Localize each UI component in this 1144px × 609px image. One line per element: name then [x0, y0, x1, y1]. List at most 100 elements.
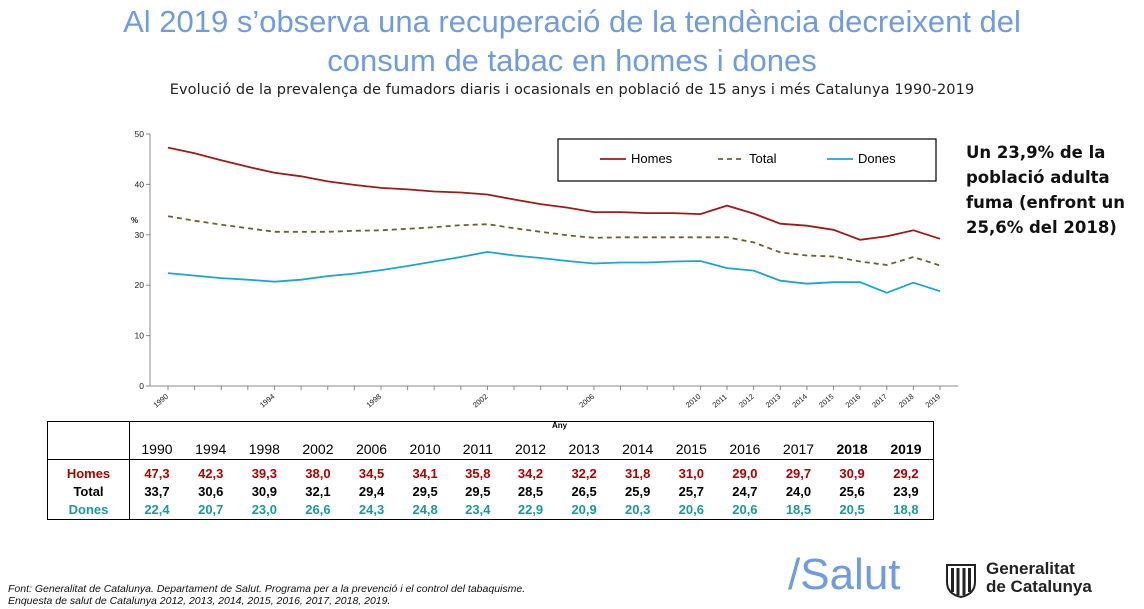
y-axis-label: %: [131, 216, 138, 225]
table-value-cell: 22,9: [517, 502, 544, 518]
x-tick-label: 2016: [844, 392, 863, 410]
table-value-cell: 29,4: [358, 484, 385, 500]
table-value-cell: 29,5: [412, 484, 438, 500]
table-value-cell: 47,3: [144, 465, 170, 481]
source-line-2: Enquesta de salut de Catalunya 2012, 201…: [8, 595, 391, 607]
table-year-cell: 1994: [183, 421, 238, 460]
table-value-cell: 24,0: [785, 484, 812, 500]
table-value-cell: 18,5: [785, 502, 812, 518]
table-row-label: Total: [47, 482, 130, 501]
x-tick-label: 2014: [790, 392, 809, 410]
table-value-cell: 30,6: [198, 484, 224, 500]
generalitat-emblem-icon: [946, 564, 976, 598]
table-value-cell: 34,5: [358, 465, 385, 481]
table-value-cell: 42,3: [198, 465, 224, 481]
table-value-cell: 25,6: [839, 484, 865, 500]
table-value-cell: 29,2: [893, 465, 919, 481]
chart-subtitle: Evolució de la prevalença de fumadors di…: [169, 82, 975, 98]
table-corner-cell: [47, 421, 130, 460]
x-tick-label: 2013: [764, 392, 783, 410]
table-value-cell: 24,3: [358, 502, 385, 518]
table-header-row: 1990 1994 1998 2002 2006 2010 2011 2012 2013 2014…: [47, 421, 934, 460]
table-value-cell: 32,1: [305, 484, 331, 500]
table-value-cell: 39,3: [251, 465, 277, 481]
table-value-cell: 20,6: [678, 502, 704, 518]
source-line-1: Font: Generalitat de Catalunya. Departam…: [8, 583, 526, 595]
table-value-cell: 24,8: [412, 502, 438, 518]
source-note: Font: Generalitat de Catalunya. Departam…: [8, 583, 525, 607]
x-tick-label: 2002: [471, 392, 490, 410]
table-year-cell: 2017: [771, 421, 826, 460]
table-year-cell: 2018: [825, 421, 879, 460]
x-tick-label: 2017: [870, 392, 889, 410]
x-tick-label: 2018: [897, 392, 916, 410]
generalitat-logo: Generalitat de Catalunya: [944, 560, 1124, 600]
legend-label-homes: Homes: [631, 151, 673, 166]
table-year-cell: 2016: [718, 421, 772, 460]
table-year-cell: 2014: [610, 421, 665, 460]
table-row: Total 33,7 30,6 30,9 32,1 29,4 29,5 29,5 28,5 26,…: [47, 482, 934, 501]
table-value-cell: 20,6: [732, 502, 758, 518]
table-value-cell: 24,7: [732, 484, 758, 500]
series-line-dones: [167, 250, 941, 294]
table-value-cell: 30,9: [251, 484, 277, 500]
table-year-cell: 2011: [451, 421, 504, 460]
table-year-cell: 2019: [878, 421, 934, 460]
y-tick-label: 30: [135, 230, 145, 240]
x-tick-label: 1998: [364, 392, 383, 410]
series-line-total: [167, 215, 941, 267]
table-year-cell: 2013: [557, 421, 611, 460]
legend-box: [557, 138, 937, 182]
series-line-homes: [167, 146, 941, 241]
table-value-cell: 25,7: [678, 484, 704, 500]
table-year-cell: 2012: [503, 421, 558, 460]
legend-label-total: Total: [749, 151, 777, 166]
table-value-cell: 22,4: [144, 502, 170, 518]
table-year-cell: 2010: [398, 421, 452, 460]
table-row: Homes 47,3 42,3 39,3 38,0 34,5 34,1 35,8 34,2 32,…: [47, 459, 934, 483]
y-tick-label: 0: [139, 381, 144, 391]
generalitat-line-1: Generalitat: [986, 559, 1075, 578]
x-tick-label: 2010: [684, 392, 703, 410]
table-value-cell: 18,8: [893, 502, 919, 518]
table-value-cell: 23,9: [893, 484, 919, 500]
table-value-cell: 20,7: [198, 502, 224, 518]
salut-logo: /Salut: [788, 550, 901, 599]
line-chart: 0 10 20 30 40 50% 1990 1994 1998 2002 2006 2010 2011…: [131, 129, 958, 410]
table-row: Dones 22,4 20,7 23,0 26,6 24,3 24,8 23,4 22,9 20,…: [47, 500, 934, 520]
table-value-cell: 29,7: [785, 465, 812, 481]
y-tick-label: 50: [135, 129, 145, 139]
y-tick-label: 40: [135, 179, 145, 189]
side-note: Un 23,9% de la població adulta fuma (enf…: [966, 143, 1125, 237]
table-value-cell: 34,2: [517, 465, 544, 481]
table-year-cell: 2002: [291, 421, 345, 460]
table-year-cell: 1998: [237, 421, 292, 460]
table-value-cell: 31,0: [678, 465, 704, 481]
data-table: 1990 1994 1998 2002 2006 2010 2011 2012 2013 2014…: [47, 421, 934, 520]
slide-title-line-2: consum de tabac en homes i dones: [327, 43, 817, 78]
table-value-cell: 34,1: [412, 465, 438, 481]
table-value-cell: 31,8: [625, 465, 651, 481]
table-row-label: Dones: [47, 500, 130, 520]
x-tick-label: 2015: [817, 392, 836, 410]
x-tick-label: 2006: [577, 392, 596, 410]
x-tick-label: 1990: [152, 392, 171, 410]
table-value-cell: 35,8: [465, 465, 491, 481]
table-value-cell: 33,7: [144, 484, 170, 500]
table-value-cell: 20,3: [625, 502, 651, 518]
x-tick-label: 2019: [924, 392, 943, 410]
table-value-cell: 26,5: [571, 484, 597, 500]
slide-title-line-1: Al 2019 s’observa una recuperació de la …: [123, 4, 1021, 39]
y-tick-label: 10: [135, 331, 145, 341]
x-tick-label: 1994: [258, 392, 277, 410]
table-value-cell: 28,5: [517, 484, 544, 500]
table-value-cell: 29,0: [732, 465, 758, 481]
table-value-cell: 20,5: [839, 502, 865, 518]
table-value-cell: 23,0: [251, 502, 277, 518]
x-tick-label: 2012: [737, 392, 756, 410]
slide-title: Al 2019 s’observa una recuperació de la …: [0, 2, 1144, 80]
table-value-cell: 20,9: [571, 502, 597, 518]
table-year-cell: 1990: [129, 421, 184, 460]
table-year-cell: 2015: [664, 421, 719, 460]
table-row-label: Homes: [47, 459, 130, 483]
